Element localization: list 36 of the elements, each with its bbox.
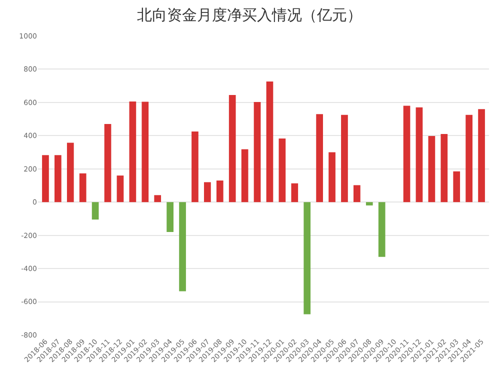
- bar: [428, 136, 436, 202]
- bar: [166, 202, 174, 232]
- bar: [440, 134, 448, 202]
- bar: [366, 202, 373, 206]
- bar: [116, 176, 124, 202]
- bar: [66, 142, 74, 202]
- bar: [328, 152, 336, 202]
- bar: [179, 202, 186, 292]
- bar: [291, 183, 298, 202]
- bar: [316, 114, 323, 202]
- bar: [216, 180, 224, 202]
- bar: [241, 149, 248, 202]
- bar: [341, 114, 348, 202]
- bar: [478, 109, 485, 202]
- bar: [304, 202, 311, 314]
- bar: [228, 94, 236, 202]
- bar: [42, 155, 49, 202]
- bar: [54, 155, 62, 202]
- bar: [278, 138, 286, 202]
- chart-title: 北向资金月度净买入情况（亿元）: [137, 6, 362, 24]
- bar: [129, 101, 136, 202]
- bar: [466, 114, 472, 202]
- bar: [192, 132, 198, 202]
- bar: [254, 102, 261, 202]
- bar: [204, 182, 211, 202]
- bar: [354, 185, 360, 202]
- bar: [104, 124, 112, 202]
- bar: [453, 171, 460, 202]
- bar: [378, 202, 386, 257]
- bar: [416, 107, 423, 202]
- bar: [142, 102, 149, 202]
- bar: [403, 106, 410, 202]
- bar: [154, 195, 162, 202]
- bar: [79, 173, 86, 202]
- bar: [92, 202, 99, 220]
- bar: [266, 82, 274, 202]
